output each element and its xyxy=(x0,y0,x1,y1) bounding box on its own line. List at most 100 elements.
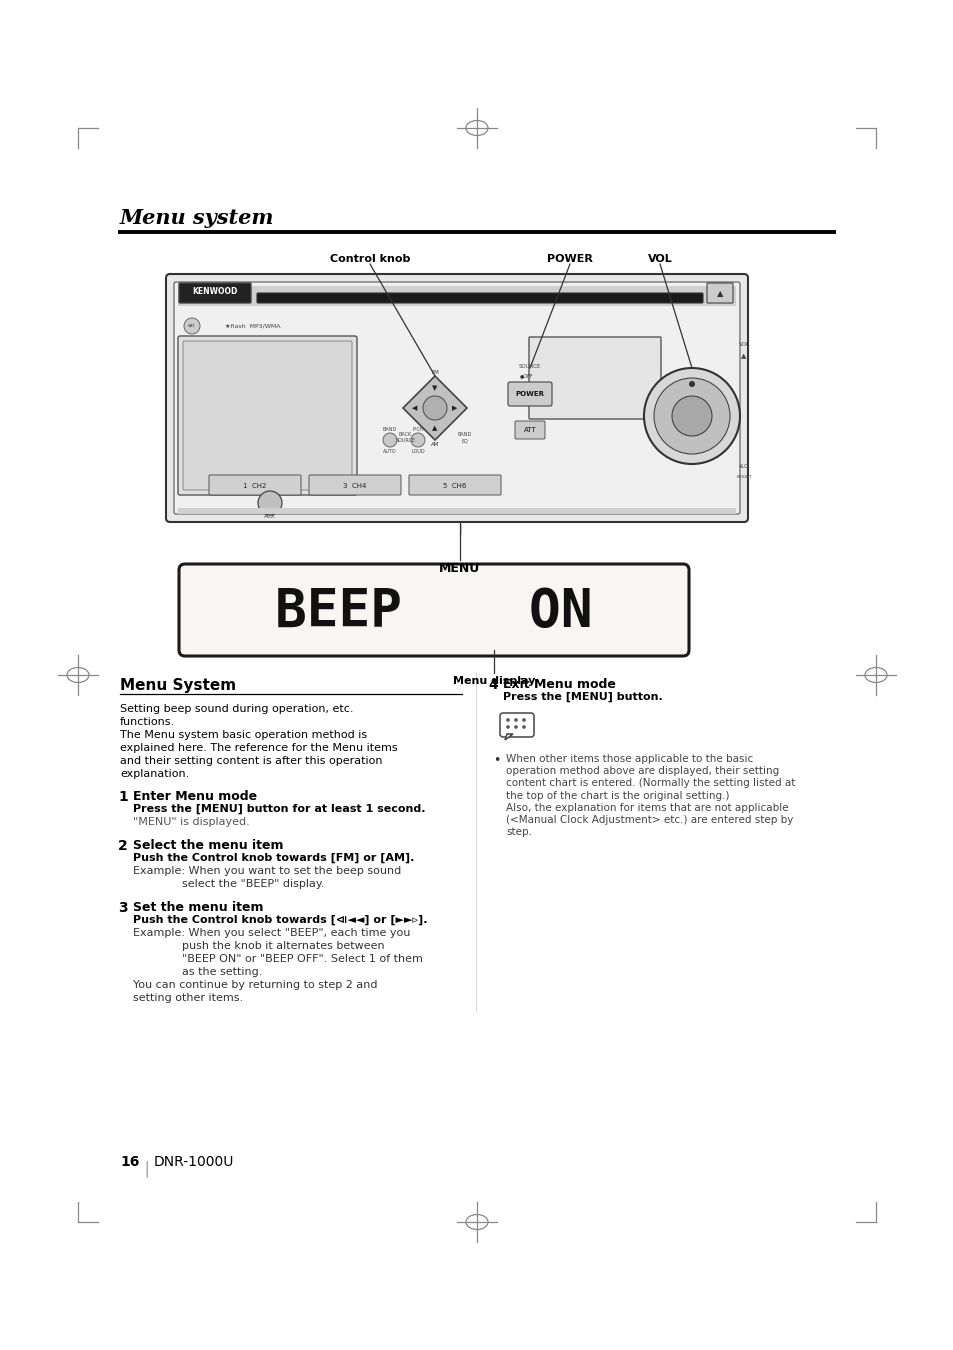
Text: |: | xyxy=(457,524,461,535)
Text: Push the Control knob towards [⧏◄◄] or [►►▹].: Push the Control knob towards [⧏◄◄] or [… xyxy=(132,915,427,925)
Circle shape xyxy=(514,725,517,729)
Text: 4: 4 xyxy=(488,678,497,693)
Text: ▶: ▶ xyxy=(452,405,457,410)
Text: explained here. The reference for the Menu items: explained here. The reference for the Me… xyxy=(120,743,397,753)
Text: ★flash  MP3/WMA: ★flash MP3/WMA xyxy=(225,324,280,328)
Circle shape xyxy=(422,396,447,420)
Text: 5  CH6: 5 CH6 xyxy=(443,483,466,489)
Text: SAT: SAT xyxy=(188,324,195,328)
FancyBboxPatch shape xyxy=(507,382,552,406)
Text: step.: step. xyxy=(505,828,532,837)
Text: POWER: POWER xyxy=(515,392,544,397)
Text: │: │ xyxy=(142,1160,151,1177)
Text: BACK
SOURCE: BACK SOURCE xyxy=(395,432,415,443)
Text: Exit Menu mode: Exit Menu mode xyxy=(502,678,616,691)
Text: BEEP    ON: BEEP ON xyxy=(275,586,592,639)
Text: BAND: BAND xyxy=(382,427,396,432)
Text: operation method above are displayed, their setting: operation method above are displayed, th… xyxy=(505,767,779,776)
FancyBboxPatch shape xyxy=(706,284,732,302)
Text: P-CH: P-CH xyxy=(412,427,423,432)
Circle shape xyxy=(521,725,525,729)
FancyBboxPatch shape xyxy=(409,475,500,495)
Text: 3  CH4: 3 CH4 xyxy=(343,483,366,489)
Text: 1: 1 xyxy=(118,790,128,805)
Text: ATT: ATT xyxy=(523,427,536,433)
Text: Setting beep sound during operation, etc.: Setting beep sound during operation, etc… xyxy=(120,703,354,714)
FancyBboxPatch shape xyxy=(209,475,301,495)
Text: POWER: POWER xyxy=(546,254,593,265)
FancyBboxPatch shape xyxy=(183,342,352,490)
Text: setting other items.: setting other items. xyxy=(132,994,243,1003)
Text: "MENU" is displayed.: "MENU" is displayed. xyxy=(132,817,250,828)
Text: VOL: VOL xyxy=(647,254,672,265)
Text: as the setting.: as the setting. xyxy=(132,967,262,977)
Text: ▲: ▲ xyxy=(716,289,722,298)
Text: Menu system: Menu system xyxy=(120,208,274,228)
FancyBboxPatch shape xyxy=(499,713,534,737)
Text: Set the menu item: Set the menu item xyxy=(132,900,263,914)
Text: AUX: AUX xyxy=(264,514,275,518)
Text: 3: 3 xyxy=(118,900,128,915)
Text: Enter Menu mode: Enter Menu mode xyxy=(132,790,257,803)
Text: Menu display: Menu display xyxy=(453,676,535,686)
Text: Example: When you select "BEEP", each time you: Example: When you select "BEEP", each ti… xyxy=(132,927,410,938)
Text: 2: 2 xyxy=(118,838,128,853)
Text: "BEEP ON" or "BEEP OFF". Select 1 of them: "BEEP ON" or "BEEP OFF". Select 1 of the… xyxy=(132,954,422,964)
Circle shape xyxy=(654,378,729,454)
Text: and their setting content is after this operation: and their setting content is after this … xyxy=(120,756,382,765)
Text: BAND
EQ: BAND EQ xyxy=(457,432,472,443)
Text: select the "BEEP" display.: select the "BEEP" display. xyxy=(132,879,324,890)
Text: functions.: functions. xyxy=(120,717,175,728)
Text: Select the menu item: Select the menu item xyxy=(132,838,283,852)
Circle shape xyxy=(382,433,396,447)
Circle shape xyxy=(506,725,509,729)
Text: explanation.: explanation. xyxy=(120,769,189,779)
Text: LOUD: LOUD xyxy=(411,450,424,454)
FancyBboxPatch shape xyxy=(309,475,400,495)
Text: •: • xyxy=(493,755,500,767)
Text: ▲: ▲ xyxy=(432,425,437,431)
Circle shape xyxy=(643,369,740,464)
Polygon shape xyxy=(504,734,513,740)
Text: AUTO: AUTO xyxy=(383,450,396,454)
FancyBboxPatch shape xyxy=(256,293,702,302)
Circle shape xyxy=(671,396,711,436)
Circle shape xyxy=(506,718,509,722)
Text: KENWOOD: KENWOOD xyxy=(193,288,237,297)
FancyBboxPatch shape xyxy=(529,338,660,418)
Text: AM: AM xyxy=(431,443,438,447)
FancyBboxPatch shape xyxy=(178,336,356,495)
Text: FM: FM xyxy=(431,370,438,375)
Bar xyxy=(178,508,735,514)
Text: DNR-1000U: DNR-1000U xyxy=(153,1156,234,1169)
Text: The Menu system basic operation method is: The Menu system basic operation method i… xyxy=(120,730,367,740)
Text: MENU: MENU xyxy=(439,562,480,575)
FancyBboxPatch shape xyxy=(173,282,740,514)
Text: content chart is entered. (Normally the setting listed at: content chart is entered. (Normally the … xyxy=(505,779,795,788)
Text: ▼: ▼ xyxy=(432,385,437,391)
FancyBboxPatch shape xyxy=(179,564,688,656)
Text: 16: 16 xyxy=(120,1156,139,1169)
Bar xyxy=(178,286,735,306)
Text: When other items those applicable to the basic: When other items those applicable to the… xyxy=(505,755,753,764)
Circle shape xyxy=(411,433,424,447)
Text: ◀: ◀ xyxy=(412,405,417,410)
FancyBboxPatch shape xyxy=(166,274,747,522)
Text: Control knob: Control knob xyxy=(330,254,410,265)
Text: 1  CH2: 1 CH2 xyxy=(243,483,267,489)
Circle shape xyxy=(514,718,517,722)
Text: You can continue by returning to step 2 and: You can continue by returning to step 2 … xyxy=(132,980,377,990)
FancyBboxPatch shape xyxy=(179,284,251,302)
Text: Menu System: Menu System xyxy=(120,678,236,693)
Circle shape xyxy=(184,319,200,333)
FancyBboxPatch shape xyxy=(515,421,544,439)
Text: BRIGHT: BRIGHT xyxy=(736,475,751,479)
Text: SOURCE: SOURCE xyxy=(518,363,540,369)
Polygon shape xyxy=(402,377,467,440)
Text: (<Manual Clock Adjustment> etc.) are entered step by: (<Manual Clock Adjustment> etc.) are ent… xyxy=(505,815,793,825)
Text: ●OFF: ●OFF xyxy=(519,374,533,378)
Text: ALO: ALO xyxy=(739,464,748,468)
Circle shape xyxy=(688,381,695,387)
Text: Press the [MENU] button.: Press the [MENU] button. xyxy=(502,693,662,702)
Text: push the knob it alternates between: push the knob it alternates between xyxy=(132,941,384,950)
